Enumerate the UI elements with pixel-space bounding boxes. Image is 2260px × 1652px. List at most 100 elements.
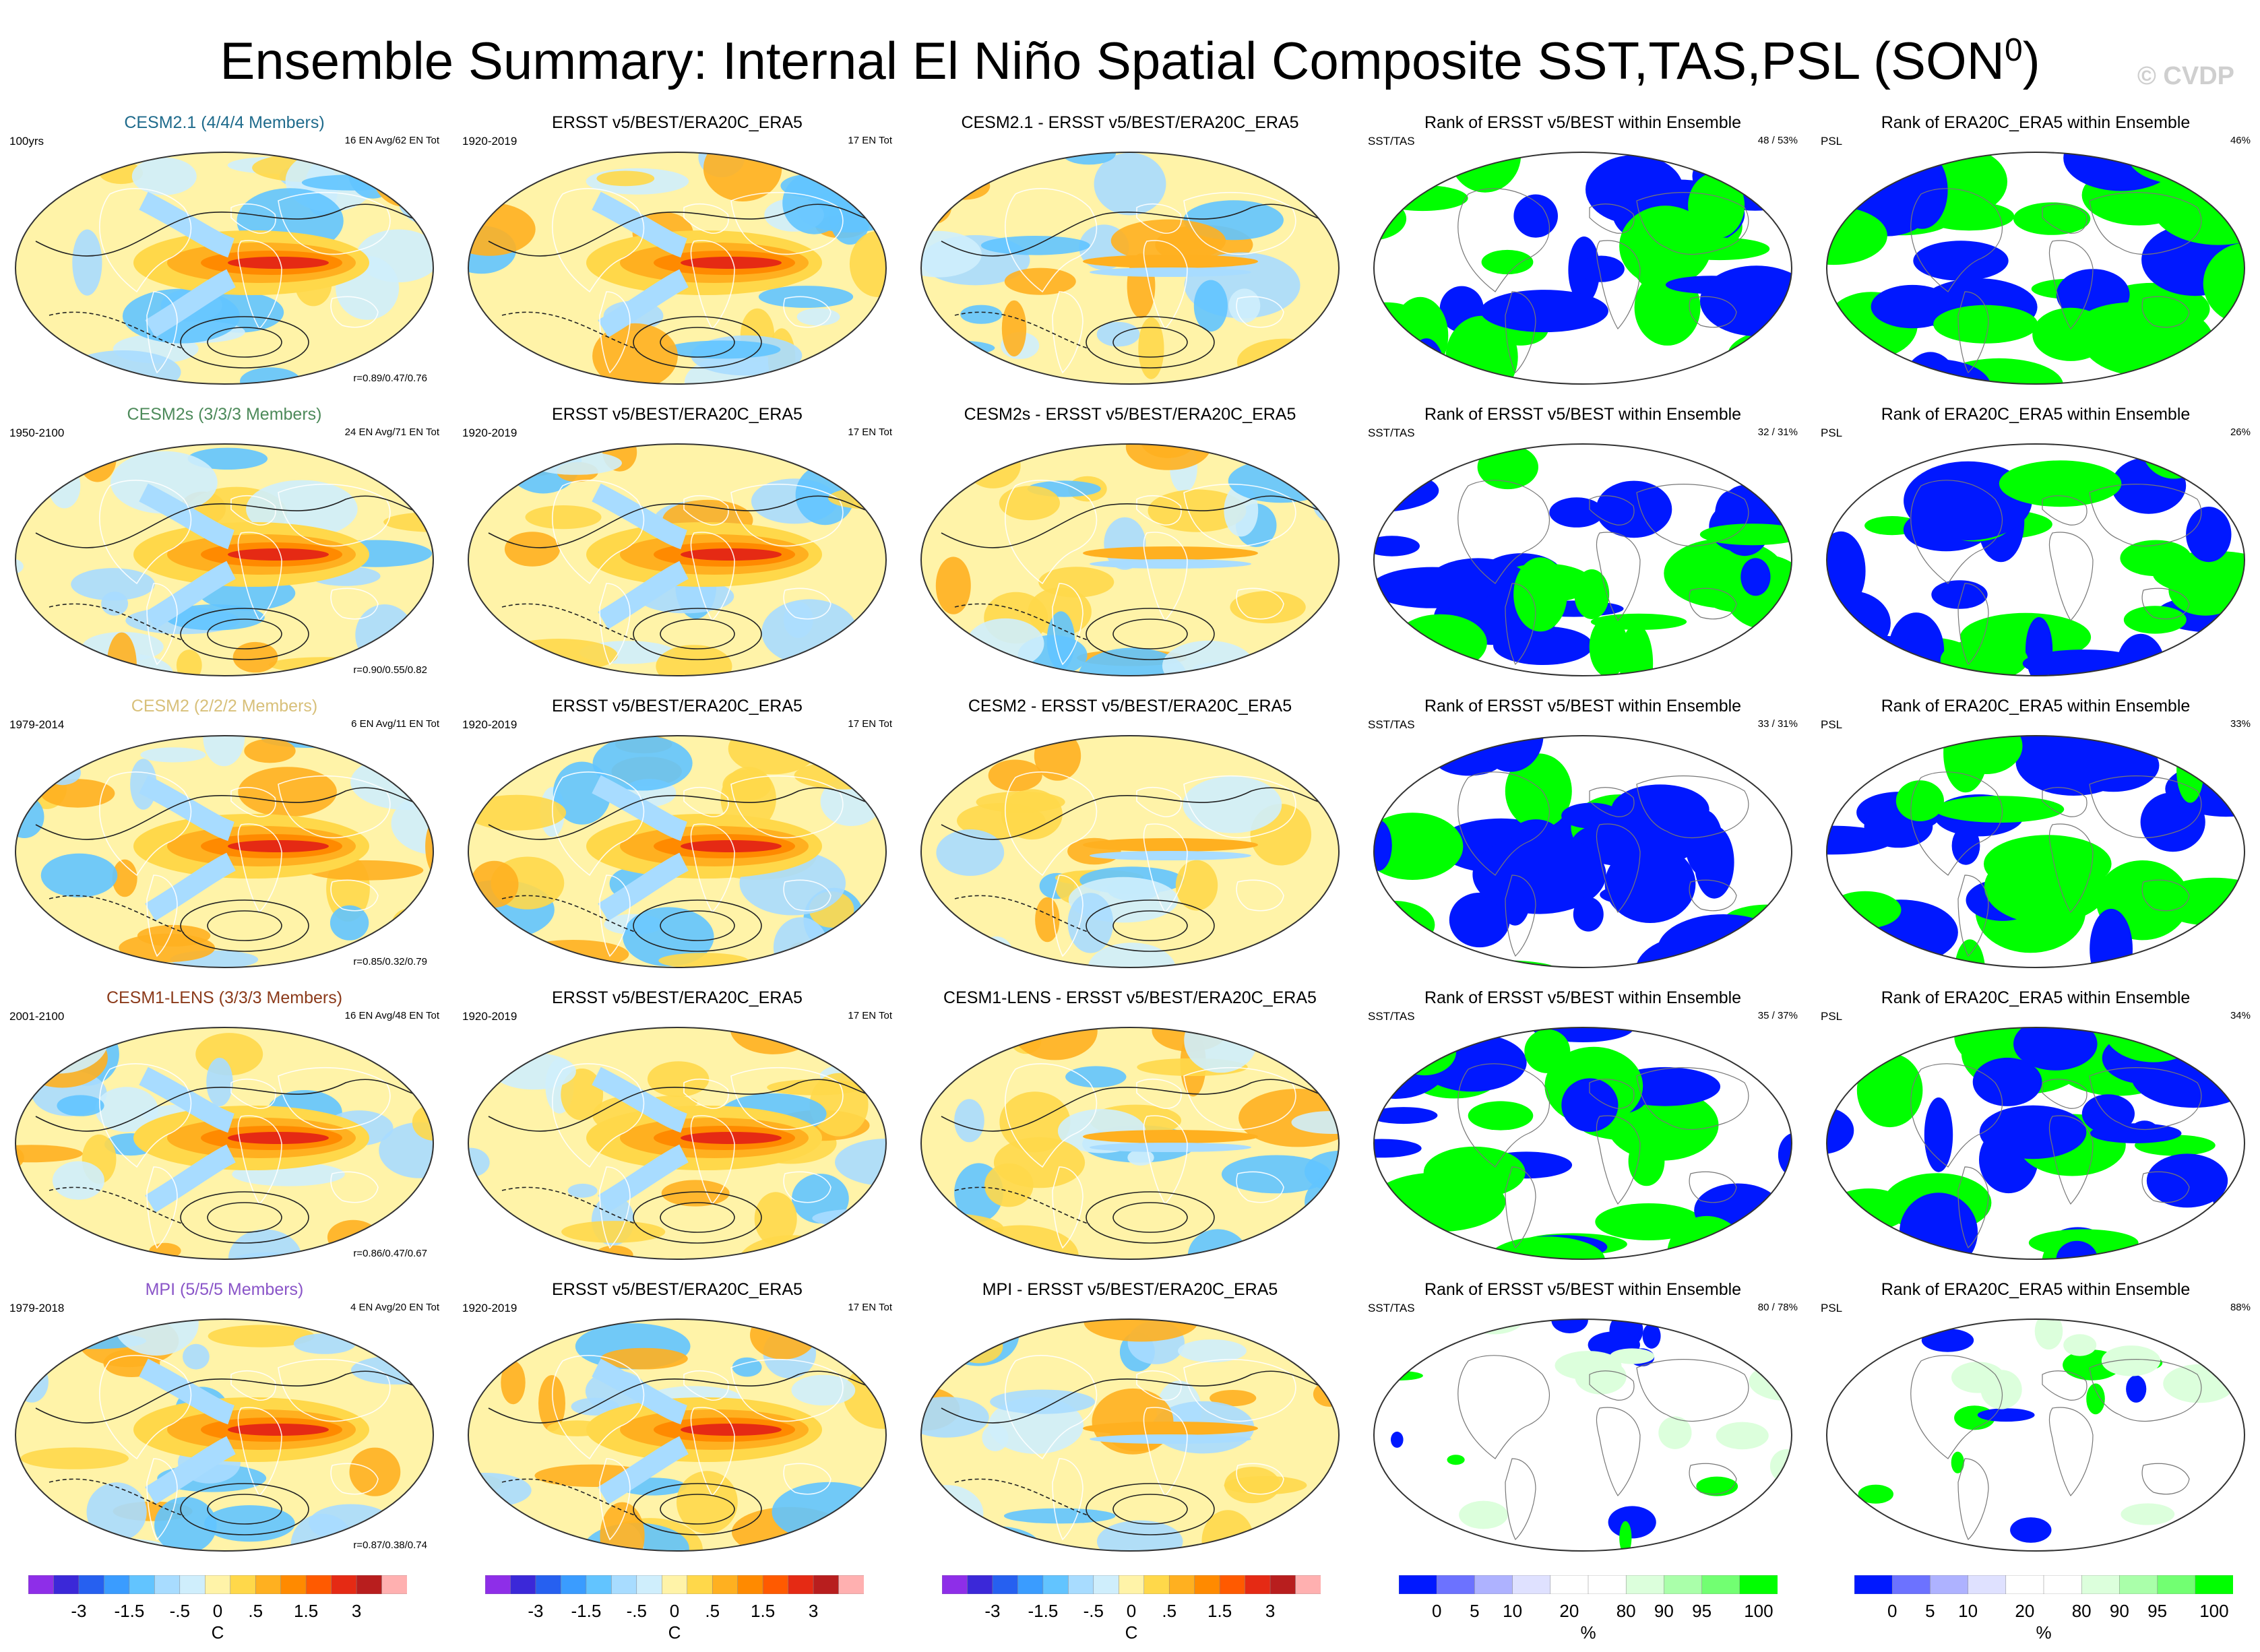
panel-right-note: 4 EN Avg/20 EN Tot: [350, 1302, 439, 1313]
rank-high-region: [1374, 1501, 1408, 1522]
colorbar-tick-label: 80: [1616, 1601, 1636, 1621]
coastline: [1957, 1166, 1989, 1249]
panel-title: Rank of ERSST v5/BEST within Ensemble: [1424, 113, 1742, 132]
panel-title: CESM2 (2/2/2 Members): [131, 697, 318, 716]
map-border: [1826, 1027, 2245, 1260]
map-border: [920, 1319, 1340, 1552]
rank-low-region: [1374, 536, 1420, 557]
psl-contour: [1112, 1494, 1188, 1525]
panel-title: ERSST v5/BEST/ERA20C_ERA5: [552, 113, 803, 132]
map-border: [920, 735, 1340, 968]
coastline: [599, 1166, 631, 1249]
rank-low-region: [2126, 1375, 2147, 1403]
coastline: [230, 1079, 276, 1109]
panel-right-note: 24 EN Avg/71 EN Tot: [344, 426, 439, 438]
world-map: [1367, 147, 1798, 393]
anomaly-blob: [1003, 1508, 1116, 1524]
coastline: [599, 291, 631, 374]
diff-band: [1083, 1422, 1258, 1435]
colorbar-swatch: [838, 1575, 864, 1594]
map-border: [1373, 1319, 1792, 1552]
anomaly-blob: [72, 229, 102, 296]
rank-mid-region: [1827, 1517, 1844, 1549]
colorbar-swatch: [381, 1575, 407, 1594]
coastline: [99, 480, 192, 585]
anomaly-blob: [1092, 1388, 1174, 1455]
nino-tongue-core: [228, 548, 329, 561]
panel-title: Rank of ERSST v5/BEST within Ensemble: [1424, 1280, 1742, 1299]
psl-contour: [660, 1202, 735, 1233]
colorbar-tick-label: 90: [2109, 1601, 2129, 1621]
coastline: [278, 775, 391, 839]
psl-contour: [941, 1370, 1339, 1424]
colorbar-swatch: [1295, 1575, 1321, 1594]
world-map: [9, 439, 440, 685]
panel-model-row5: MPI (5/5/5 Members) 1979-2018 4 EN Avg/20 …: [7, 1280, 442, 1556]
anomaly-blob: [203, 736, 245, 767]
rank-low-region: [2090, 908, 2133, 967]
rank-high-region: [1999, 460, 2122, 507]
rank-low-region: [1480, 290, 1608, 333]
coastline: [330, 587, 379, 620]
anomaly-blob: [951, 1522, 1004, 1551]
panel-left-note: SST/TAS: [1368, 1302, 1415, 1314]
pattern-correlation: r=0.85/0.32/0.79: [353, 956, 427, 967]
world-map: [462, 1022, 893, 1268]
world-map: [9, 147, 440, 393]
panel-right-note: 80 / 78%: [1757, 1302, 1798, 1313]
colorbar-swatch: [230, 1575, 256, 1594]
psl-contour: [660, 327, 735, 358]
anomaly-blob: [1084, 1319, 1198, 1342]
rank-high-region: [1730, 1319, 1747, 1331]
cool-horseshoe: [592, 191, 689, 338]
anomaly-blob: [656, 645, 732, 676]
panel-obs-row1: ERSST v5/BEST/ERA20C_ERA5 1920-2019 17 EN …: [460, 113, 895, 389]
rank-mid-region: [1658, 1416, 1692, 1449]
coastline: [330, 296, 379, 328]
coastline: [1505, 583, 1536, 666]
anomaly-blob: [468, 645, 526, 676]
panel-right-note: 17 EN Tot: [848, 718, 892, 730]
rank-low-region: [1374, 820, 1392, 871]
panel-obs-row3: ERSST v5/BEST/ERA20C_ERA5 1920-2019 17 EN …: [460, 697, 895, 973]
psl-contour: [1086, 1191, 1215, 1244]
colorbar-tick-label: 0: [212, 1601, 223, 1621]
coastline: [599, 1458, 631, 1541]
colorbar-tick-label: 0: [1431, 1601, 1442, 1621]
anomaly-blob: [1138, 317, 1164, 379]
rank-high-region: [1732, 1038, 1792, 1073]
coastline: [2042, 495, 2088, 526]
rank-high-region: [1447, 1455, 1465, 1465]
colorbar-swatch: [2005, 1575, 2044, 1594]
rank-high-region: [2013, 202, 2091, 235]
anomaly-blob: [791, 1374, 856, 1406]
cool-horseshoe: [139, 1067, 236, 1213]
cool-horseshoe: [139, 775, 236, 921]
rank-low-region: [1827, 154, 1900, 190]
panel-title: ERSST v5/BEST/ERA20C_ERA5: [552, 1280, 803, 1299]
map-border: [15, 443, 434, 676]
rank-high-region: [1827, 620, 1844, 676]
map-border: [15, 735, 434, 968]
anomaly-blob: [1001, 789, 1063, 840]
rank-low-region: [2015, 736, 2132, 796]
colorbar-4: 0 5 10 20 80 90 95 100%: [1399, 1575, 1778, 1649]
world-map: [462, 1314, 893, 1560]
pattern-correlation: r=0.89/0.47/0.76: [353, 373, 427, 384]
diff-band-cool: [1090, 559, 1251, 569]
panel-right-note: 17 EN Tot: [848, 1010, 892, 1021]
rank-low-region: [1642, 1323, 1661, 1349]
anomaly-blob: [988, 759, 1042, 792]
rank-low-region: [1573, 897, 1604, 932]
panel-left-note: 1979-2014: [9, 718, 65, 731]
psl-contour: [488, 203, 886, 257]
rank-mid-region: [1575, 1359, 1627, 1395]
coastline: [146, 291, 178, 374]
rank-low-region: [1924, 1097, 1953, 1172]
cool-horseshoe: [592, 1358, 689, 1504]
coastline: [1636, 775, 1749, 838]
anomaly-blob: [561, 1221, 666, 1243]
diff-band-cool: [1090, 1434, 1251, 1444]
colorbar-swatch: [510, 1575, 536, 1594]
colorbar-tick-label: .5: [1162, 1601, 1177, 1621]
